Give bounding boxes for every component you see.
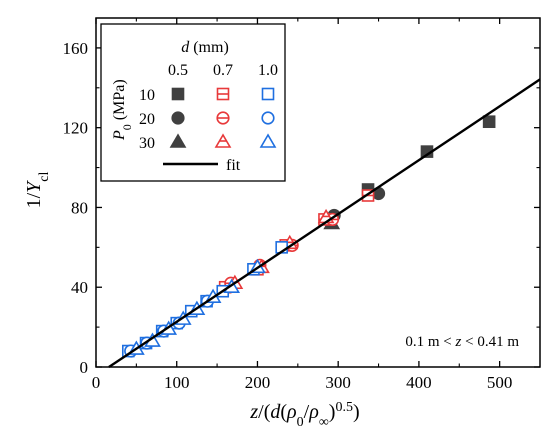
y-axis-title-part: Y xyxy=(23,180,45,193)
plot-frame xyxy=(95,17,541,368)
y-tick-label: 120 xyxy=(63,119,89,138)
x-tick-label: 400 xyxy=(406,373,432,392)
legend-p-value: 20 xyxy=(139,111,155,128)
legend-marker xyxy=(261,111,275,125)
x-axis-title-part: ∞ xyxy=(319,415,329,430)
y-axis-title-part: cl xyxy=(37,171,52,181)
range-annotation: 0.1 m < z < 0.41 m xyxy=(405,334,519,350)
x-axis-title-part: z xyxy=(249,401,258,423)
x-axis-title-part: 0 xyxy=(297,415,304,430)
marker-triangle-shape xyxy=(169,133,187,148)
legend-p-header: P0 (MPa) xyxy=(111,79,134,141)
legend: d (mm) P0 (MPa) 0.5 0.7 1.0 10 20 30 fit xyxy=(100,23,286,182)
legend-p-value: 10 xyxy=(139,87,155,104)
marker-square-shape xyxy=(261,87,275,101)
legend-d-value: 0.7 xyxy=(213,62,233,79)
marker-circle-shape xyxy=(171,111,185,125)
x-axis-title-part: ρ xyxy=(308,401,319,423)
y-tick-label: 80 xyxy=(71,198,88,217)
legend-box xyxy=(100,23,286,182)
fit-line xyxy=(108,78,541,368)
x-axis-title-part: /( xyxy=(258,401,271,423)
legend-d-header-part: d xyxy=(181,39,190,56)
legend-p-value: 30 xyxy=(139,135,155,152)
legend-marker xyxy=(171,111,185,125)
x-axis-title-part: / xyxy=(304,401,310,423)
x-axis-title: z/(d(ρ0/ρ∞)0.5) xyxy=(249,400,359,430)
y-axis-title-part: 1/ xyxy=(23,192,45,208)
marker-circle-shape xyxy=(261,111,275,125)
range-annotation-part: < 0.41 m xyxy=(461,334,519,350)
legend-p-header-part: P xyxy=(111,130,128,141)
legend-marker xyxy=(259,133,277,148)
marker-square-shape xyxy=(171,87,185,101)
x-tick-label: 500 xyxy=(487,373,513,392)
legend-p-header-part: 0 xyxy=(120,124,134,130)
legend-marker xyxy=(169,133,187,148)
legend-marker xyxy=(216,111,230,125)
y-tick-label: 0 xyxy=(80,358,89,377)
marker-triangle-shape xyxy=(259,133,277,148)
legend-d-header: d (mm) xyxy=(181,39,229,56)
data-point xyxy=(482,115,496,129)
legend-d-value: 1.0 xyxy=(258,62,278,79)
x-tick-label: 300 xyxy=(325,373,351,392)
range-annotation-part: z xyxy=(455,334,462,350)
legend-marker xyxy=(214,133,232,148)
x-axis-title-part: ) xyxy=(329,401,336,423)
x-tick-label: 200 xyxy=(245,373,271,392)
x-axis-title-part: d xyxy=(270,401,281,423)
x-tick-label: 0 xyxy=(92,373,101,392)
legend-marker xyxy=(261,87,275,101)
fit-line-group xyxy=(108,78,541,368)
legend-fit-label: fit xyxy=(226,157,241,174)
y-tick-label: 160 xyxy=(63,39,89,58)
x-axis-title-part: ρ xyxy=(286,401,297,423)
legend-p-header-part: (MPa) xyxy=(111,79,128,124)
plot-area xyxy=(95,17,541,368)
range-annotation-part: 0.1 m < xyxy=(405,334,455,350)
legend-marker xyxy=(171,87,185,101)
marker-square-shape xyxy=(482,115,496,129)
legend-d-value: 0.5 xyxy=(168,62,188,79)
x-axis-title-part: 0.5 xyxy=(335,400,353,415)
legend-d-header-part: (mm) xyxy=(189,39,229,56)
x-axis-title-part: ) xyxy=(353,401,360,423)
x-tick-label: 100 xyxy=(164,373,190,392)
x-axis-title-part: ( xyxy=(280,401,287,423)
y-axis-title: 1/Ycl xyxy=(23,171,52,208)
axis-titles: 0.1 m < z < 0.41 mz/(d(ρ0/ρ∞)0.5)1/Ycl xyxy=(23,171,519,429)
y-tick-label: 40 xyxy=(71,278,88,297)
legend-marker xyxy=(216,87,230,101)
